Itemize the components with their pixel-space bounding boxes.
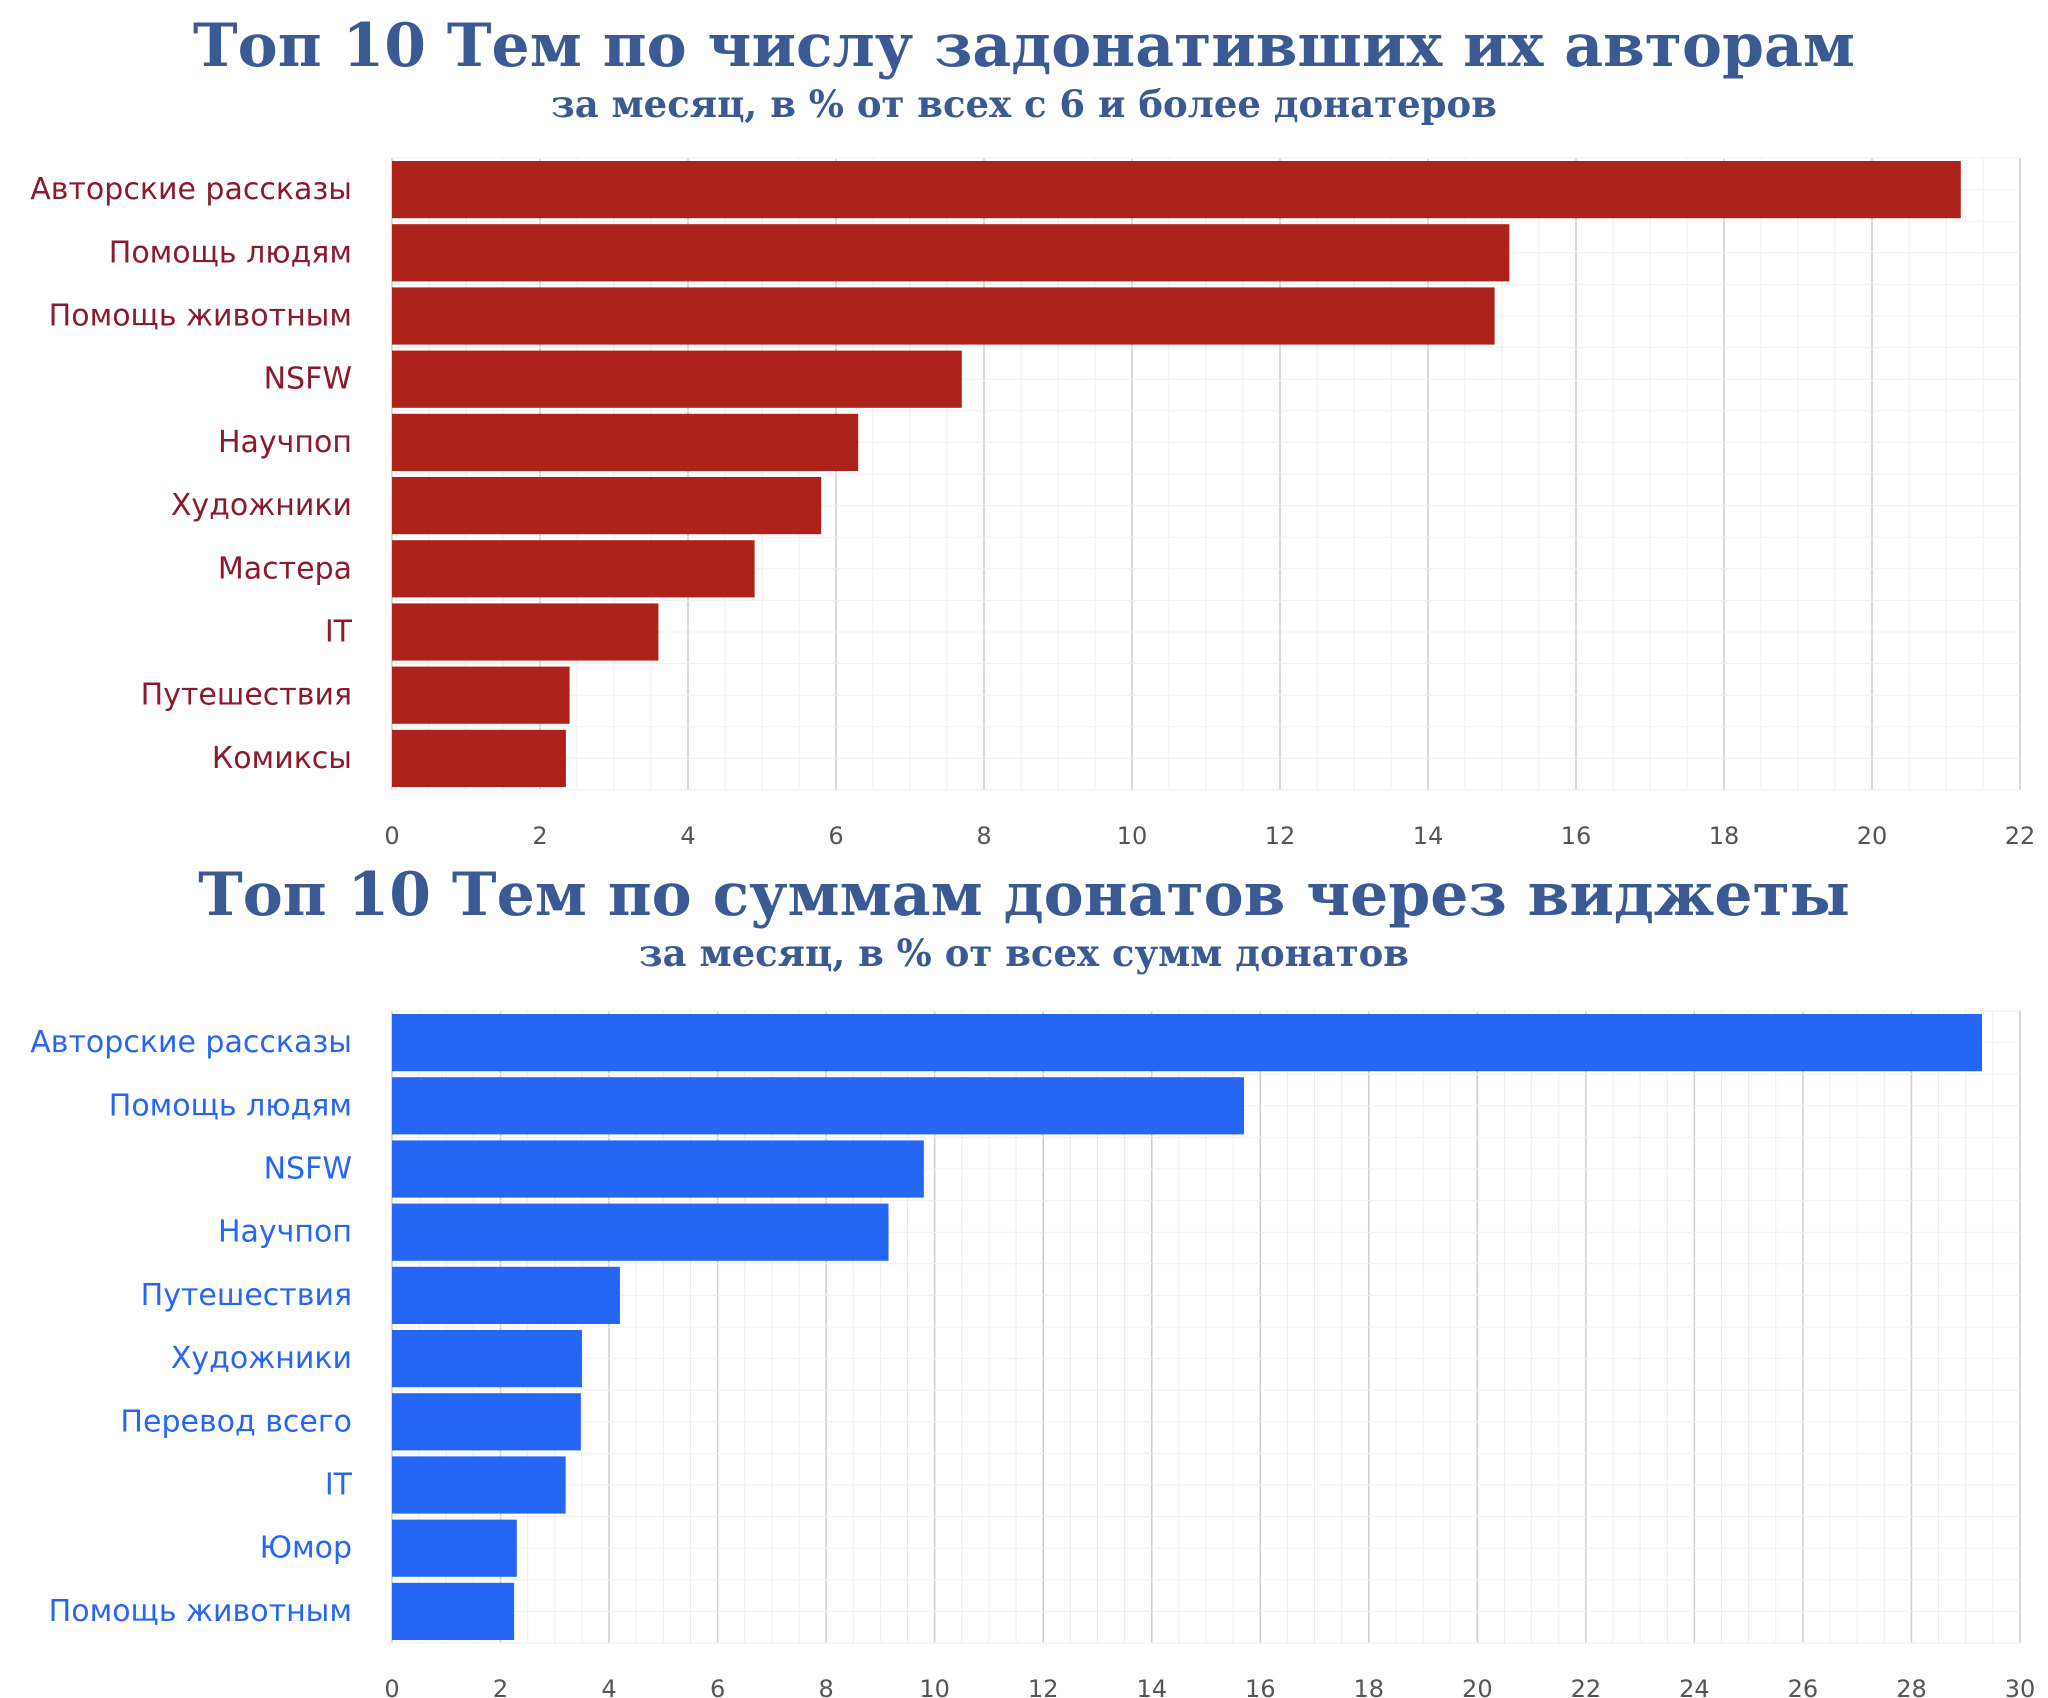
category-label: Художники bbox=[171, 488, 352, 523]
bar bbox=[392, 1456, 566, 1514]
category-label: Помощь людям bbox=[109, 1088, 352, 1123]
category-label: Помощь животным bbox=[49, 299, 352, 334]
bars-bottom bbox=[392, 1014, 1983, 1640]
x-tick-label: 6 bbox=[710, 1675, 725, 1698]
bar bbox=[392, 540, 755, 598]
category-label: IT bbox=[325, 615, 353, 650]
x-tick-label: 8 bbox=[976, 822, 991, 849]
x-tick-label: 8 bbox=[818, 1675, 833, 1698]
category-label: Юмор bbox=[260, 1531, 352, 1566]
bar bbox=[392, 603, 659, 661]
chart-title-top: Топ 10 Тем по числу задонативших их авто… bbox=[193, 11, 1855, 81]
bars-top bbox=[392, 161, 1961, 787]
bar bbox=[392, 161, 1961, 219]
category-label: Авторские рассказы bbox=[30, 1025, 352, 1060]
category-label: Комиксы bbox=[212, 741, 352, 776]
x-tick-label: 4 bbox=[680, 822, 695, 849]
category-labels-top: Авторские рассказы Помощь людям Помощь жив… bbox=[30, 172, 352, 776]
x-tick-label: 16 bbox=[1561, 822, 1592, 849]
x-tick-label: 26 bbox=[1788, 1675, 1819, 1698]
x-tick-label: 28 bbox=[1896, 1675, 1927, 1698]
x-axis-ticks-bottom: 0 2 4 6 8 10 12 14 16 18 20 22 24 26 28 30 bbox=[384, 1675, 2035, 1698]
category-label: Помощь людям bbox=[109, 235, 352, 270]
category-label: Перевод всего bbox=[120, 1404, 352, 1439]
category-label: NSFW bbox=[264, 1152, 352, 1187]
chart-panel-bottom: Авторские рассказы Помощь людям NSFW Научпо… bbox=[0, 849, 2048, 1698]
x-tick-label: 16 bbox=[1245, 1675, 1276, 1698]
x-tick-label: 12 bbox=[1265, 822, 1296, 849]
chart-subtitle-bottom: за месяц, в % от всех сумм донатов bbox=[638, 931, 1410, 975]
category-labels-bottom: Авторские рассказы Помощь людям NSFW Научпо… bbox=[30, 1025, 352, 1629]
category-label: Путешествия bbox=[141, 678, 352, 713]
bar-chart-bottom: Авторские рассказы Помощь людям NSFW Научпо… bbox=[30, 1010, 2035, 1698]
x-tick-label: 10 bbox=[919, 1675, 950, 1698]
chart-subtitle-top: за месяц, в % от всех с 6 и более донате… bbox=[551, 82, 1497, 126]
bar bbox=[392, 413, 859, 471]
bar bbox=[392, 1266, 620, 1324]
x-tick-label: 2 bbox=[532, 822, 547, 849]
x-tick-label: 2 bbox=[493, 1675, 508, 1698]
x-tick-label: 4 bbox=[601, 1675, 616, 1698]
category-label: Авторские рассказы bbox=[30, 172, 352, 207]
bar bbox=[392, 477, 822, 535]
bar bbox=[392, 1393, 581, 1451]
bar bbox=[392, 729, 566, 787]
bar bbox=[392, 287, 1495, 345]
category-label: Помощь животным bbox=[49, 1594, 352, 1629]
x-tick-label: 10 bbox=[1117, 822, 1148, 849]
bar-chart-top: Авторские рассказы Помощь людям Помощь жив… bbox=[30, 157, 2035, 849]
x-tick-label: 20 bbox=[1462, 1675, 1493, 1698]
category-label: IT bbox=[325, 1468, 353, 1503]
chart-panel-top: Авторские рассказы Помощь людям Помощь жив… bbox=[30, 11, 2035, 849]
x-tick-label: 22 bbox=[1571, 1675, 1602, 1698]
category-label: Научпоп bbox=[218, 1215, 352, 1250]
x-tick-label: 0 bbox=[384, 822, 399, 849]
bar bbox=[392, 1140, 924, 1198]
x-tick-label: 14 bbox=[1413, 822, 1444, 849]
x-tick-label: 0 bbox=[384, 1675, 399, 1698]
category-label: Научпоп bbox=[218, 425, 352, 460]
x-tick-label: 6 bbox=[828, 822, 843, 849]
chart-title-bottom: Топ 10 Тем по суммам донатов через видже… bbox=[198, 860, 1850, 930]
x-tick-label: 18 bbox=[1709, 822, 1740, 849]
bar bbox=[392, 1203, 889, 1261]
bar bbox=[392, 350, 962, 408]
bar bbox=[392, 224, 1510, 282]
bar bbox=[392, 1014, 1983, 1072]
x-tick-label: 22 bbox=[2005, 822, 2036, 849]
bar bbox=[392, 1330, 582, 1388]
category-label: Путешествия bbox=[141, 1278, 352, 1313]
x-axis-ticks-top: 0 2 4 6 8 10 12 14 16 18 20 22 bbox=[384, 822, 2035, 849]
category-label: NSFW bbox=[264, 362, 352, 397]
x-tick-label: 24 bbox=[1679, 1675, 1710, 1698]
x-tick-label: 12 bbox=[1028, 1675, 1059, 1698]
x-tick-label: 14 bbox=[1136, 1675, 1167, 1698]
bar bbox=[392, 1519, 517, 1577]
bar bbox=[392, 1077, 1244, 1135]
bar bbox=[392, 1582, 515, 1640]
x-tick-label: 20 bbox=[1857, 822, 1888, 849]
category-label: Мастера bbox=[218, 551, 352, 586]
category-label: Художники bbox=[171, 1341, 352, 1376]
x-tick-label: 18 bbox=[1354, 1675, 1385, 1698]
bar bbox=[392, 666, 570, 724]
x-tick-label: 30 bbox=[2005, 1675, 2036, 1698]
